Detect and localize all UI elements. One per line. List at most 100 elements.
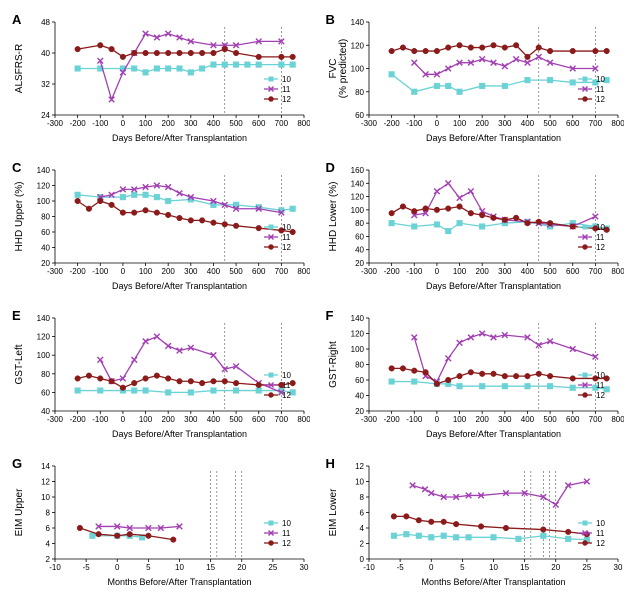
svg-text:400: 400 xyxy=(207,415,221,424)
svg-text:0: 0 xyxy=(434,415,439,424)
svg-text:300: 300 xyxy=(184,119,198,128)
svg-text:0: 0 xyxy=(121,119,126,128)
svg-text:100: 100 xyxy=(350,206,364,215)
svg-text:100: 100 xyxy=(452,267,466,276)
svg-text:12: 12 xyxy=(596,391,605,400)
svg-text:800: 800 xyxy=(297,119,310,128)
svg-text:4: 4 xyxy=(46,540,51,549)
svg-text:(% predicted): (% predicted) xyxy=(338,39,349,98)
panel-A: A24324048-300-200-1000100200300400500600… xyxy=(10,10,312,150)
svg-text:400: 400 xyxy=(520,119,534,128)
svg-text:500: 500 xyxy=(543,415,557,424)
svg-text:6: 6 xyxy=(359,509,364,518)
panel-B: B6080100120140-300-200-10001002003004005… xyxy=(324,10,626,150)
svg-text:GST-Right: GST-Right xyxy=(328,341,339,388)
svg-text:10: 10 xyxy=(282,519,291,528)
svg-text:10: 10 xyxy=(282,223,291,232)
svg-text:600: 600 xyxy=(252,267,266,276)
svg-text:11: 11 xyxy=(282,529,291,538)
svg-text:-100: -100 xyxy=(406,415,423,424)
panel-H: H024681012-10-5051015202530Months Before… xyxy=(324,454,626,594)
svg-text:600: 600 xyxy=(252,119,266,128)
svg-text:300: 300 xyxy=(498,119,512,128)
svg-text:0: 0 xyxy=(429,563,434,572)
panel-C: C20406080100120140-300-200-1000100200300… xyxy=(10,158,312,298)
svg-text:400: 400 xyxy=(207,119,221,128)
svg-text:-10: -10 xyxy=(363,563,375,572)
svg-text:80: 80 xyxy=(41,370,50,379)
svg-text:4: 4 xyxy=(359,524,364,533)
svg-text:12: 12 xyxy=(41,478,50,487)
svg-text:EIM Upper: EIM Upper xyxy=(14,488,25,536)
svg-text:120: 120 xyxy=(37,182,51,191)
svg-text:0: 0 xyxy=(121,267,126,276)
svg-text:10: 10 xyxy=(175,563,184,572)
svg-text:20: 20 xyxy=(551,563,560,572)
svg-text:300: 300 xyxy=(184,267,198,276)
svg-text:10: 10 xyxy=(41,493,50,502)
svg-text:12: 12 xyxy=(282,95,291,104)
svg-text:500: 500 xyxy=(229,119,243,128)
svg-text:Days Before/After Transplantat: Days Before/After Transplantation xyxy=(112,281,247,291)
svg-text:-200: -200 xyxy=(70,415,87,424)
svg-text:600: 600 xyxy=(566,267,580,276)
panel-E: E406080100120140-300-200-100010020030040… xyxy=(10,306,312,446)
svg-text:400: 400 xyxy=(520,267,534,276)
svg-text:Days Before/After Transplantat: Days Before/After Transplantation xyxy=(425,281,560,291)
svg-text:-100: -100 xyxy=(406,119,423,128)
svg-text:140: 140 xyxy=(37,314,51,323)
svg-text:25: 25 xyxy=(268,563,277,572)
panel-label: D xyxy=(326,160,335,175)
svg-text:200: 200 xyxy=(475,415,489,424)
svg-text:200: 200 xyxy=(162,415,176,424)
svg-text:10: 10 xyxy=(355,478,364,487)
svg-text:EIM Lower: EIM Lower xyxy=(328,488,339,536)
svg-text:700: 700 xyxy=(275,267,289,276)
svg-text:40: 40 xyxy=(41,49,50,58)
svg-text:120: 120 xyxy=(350,193,364,202)
svg-text:11: 11 xyxy=(596,85,605,94)
svg-text:-300: -300 xyxy=(47,415,64,424)
svg-text:10: 10 xyxy=(489,563,498,572)
svg-text:700: 700 xyxy=(275,415,289,424)
svg-text:300: 300 xyxy=(498,415,512,424)
svg-text:500: 500 xyxy=(543,119,557,128)
svg-text:6: 6 xyxy=(46,524,51,533)
svg-text:200: 200 xyxy=(475,267,489,276)
svg-text:-300: -300 xyxy=(47,119,64,128)
svg-text:Days Before/After Transplantat: Days Before/After Transplantation xyxy=(112,133,247,143)
svg-text:100: 100 xyxy=(452,415,466,424)
svg-text:HHD Lower (%): HHD Lower (%) xyxy=(328,181,339,251)
svg-text:600: 600 xyxy=(566,119,580,128)
svg-text:8: 8 xyxy=(359,493,364,502)
svg-text:5: 5 xyxy=(460,563,465,572)
svg-text:GST-Left: GST-Left xyxy=(14,344,25,384)
svg-text:11: 11 xyxy=(282,233,291,242)
svg-text:-100: -100 xyxy=(406,267,423,276)
svg-text:11: 11 xyxy=(596,529,605,538)
panel-G: G2468101214-10-5051015202530Months Befor… xyxy=(10,454,312,594)
svg-text:30: 30 xyxy=(300,563,309,572)
svg-text:100: 100 xyxy=(37,197,51,206)
panel-label: C xyxy=(12,160,21,175)
svg-text:11: 11 xyxy=(596,233,605,242)
svg-text:14: 14 xyxy=(41,462,50,471)
svg-text:60: 60 xyxy=(355,232,364,241)
svg-text:-100: -100 xyxy=(92,415,109,424)
svg-text:100: 100 xyxy=(37,351,51,360)
svg-text:700: 700 xyxy=(275,119,289,128)
svg-text:Days Before/After Transplantat: Days Before/After Transplantation xyxy=(425,133,560,143)
panel-label: G xyxy=(12,456,22,471)
svg-text:32: 32 xyxy=(41,80,50,89)
svg-text:10: 10 xyxy=(596,75,605,84)
svg-text:-200: -200 xyxy=(70,119,87,128)
svg-text:10: 10 xyxy=(282,75,291,84)
panel-label: E xyxy=(12,308,21,323)
svg-text:500: 500 xyxy=(229,267,243,276)
svg-text:-5: -5 xyxy=(396,563,404,572)
svg-text:Months Before/After Transplant: Months Before/After Transplantation xyxy=(421,577,565,587)
svg-text:80: 80 xyxy=(355,88,364,97)
svg-text:80: 80 xyxy=(355,361,364,370)
panel-D: D20406080100120140160-300-200-1000100200… xyxy=(324,158,626,298)
svg-text:12: 12 xyxy=(355,462,364,471)
